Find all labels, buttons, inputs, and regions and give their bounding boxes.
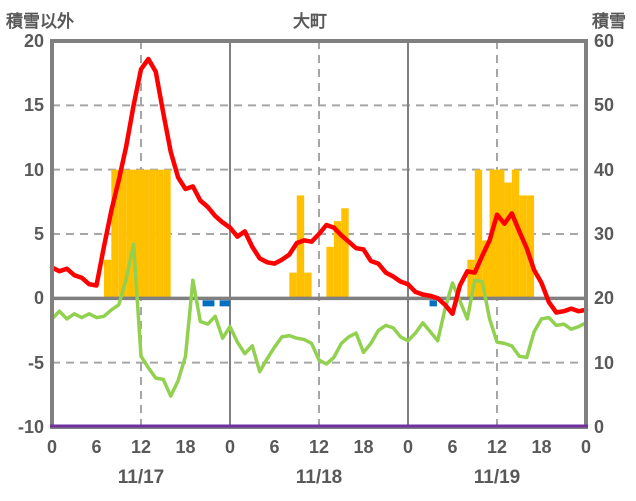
x-date-label: 11/18 bbox=[295, 467, 343, 488]
snowfall-bar bbox=[163, 169, 171, 299]
snowfall-bar bbox=[497, 169, 505, 299]
snowfall-bar bbox=[126, 169, 134, 299]
snowfall-bar bbox=[504, 182, 512, 299]
y-right-tick-label: 0 bbox=[594, 417, 605, 437]
x-hour-tick-label: 12 bbox=[486, 437, 508, 457]
left-axis-title: 積雪以外 bbox=[6, 12, 74, 31]
snowfall-bar bbox=[341, 208, 349, 299]
x-hour-tick-label: 0 bbox=[402, 437, 414, 457]
x-hour-tick-label: 6 bbox=[269, 437, 280, 457]
snowfall-bar bbox=[289, 272, 297, 299]
snowfall-bar bbox=[133, 169, 141, 299]
x-hour-tick-label: 0 bbox=[46, 437, 58, 457]
snowfall-bar bbox=[482, 240, 490, 299]
snowfall-bar bbox=[148, 169, 156, 299]
y-right-tick-label: 60 bbox=[594, 31, 615, 51]
y-right-tick-label: 50 bbox=[594, 95, 615, 116]
rain-mark bbox=[202, 300, 215, 307]
y-left-tick-label: 20 bbox=[23, 31, 44, 51]
x-hour-tick-label: 12 bbox=[308, 437, 330, 457]
x-hour-tick-label: 18 bbox=[531, 437, 552, 457]
snowfall-bar bbox=[141, 169, 149, 299]
snowfall-bar bbox=[526, 195, 535, 299]
x-hour-tick-label: 0 bbox=[580, 437, 592, 457]
y-right-tick-label: 10 bbox=[594, 352, 615, 373]
snowfall-bar bbox=[118, 169, 127, 299]
y-left-tick-label: -5 bbox=[27, 352, 44, 373]
snowfall-bar bbox=[304, 272, 312, 299]
snowfall-bar bbox=[103, 259, 112, 299]
y-left-tick-label: 15 bbox=[23, 95, 44, 116]
x-hour-tick-label: 6 bbox=[447, 437, 458, 457]
secondary-green-line bbox=[50, 242, 588, 398]
y-right-tick-label: 20 bbox=[594, 288, 615, 309]
x-hour-tick-label: 12 bbox=[130, 437, 152, 457]
y-left-tick-label: 10 bbox=[23, 159, 44, 180]
snowfall-bar bbox=[333, 221, 342, 299]
snowfall-bar bbox=[519, 195, 527, 299]
snowfall-bar bbox=[326, 246, 334, 299]
snowfall-bar bbox=[474, 169, 483, 299]
x-hour-tick-label: 6 bbox=[91, 437, 102, 457]
y-right-tick-label: 40 bbox=[594, 159, 615, 180]
x-hour-tick-label: 18 bbox=[353, 437, 374, 457]
snowfall-bar bbox=[111, 169, 119, 299]
y-right-tick-label: 30 bbox=[594, 224, 615, 244]
snowfall-bar bbox=[467, 259, 475, 299]
y-left-tick-label: 0 bbox=[33, 288, 44, 309]
snowfall-bar bbox=[511, 169, 520, 299]
chart-title: 大町 bbox=[293, 12, 327, 31]
rain-mark bbox=[429, 300, 437, 307]
snowfall-bar bbox=[296, 195, 305, 299]
x-hour-tick-label: 0 bbox=[224, 437, 236, 457]
snowfall-bar bbox=[155, 169, 164, 299]
x-date-label: 11/19 bbox=[473, 467, 521, 488]
x-date-label: 11/17 bbox=[117, 467, 165, 488]
right-axis-title: 積雪 bbox=[592, 12, 626, 31]
y-left-tick-label: 5 bbox=[33, 224, 44, 244]
temperature-red-line bbox=[49, 56, 589, 317]
y-left-tick-label: -10 bbox=[17, 417, 44, 437]
x-hour-tick-label: 18 bbox=[175, 437, 196, 457]
rain-mark bbox=[219, 300, 230, 307]
